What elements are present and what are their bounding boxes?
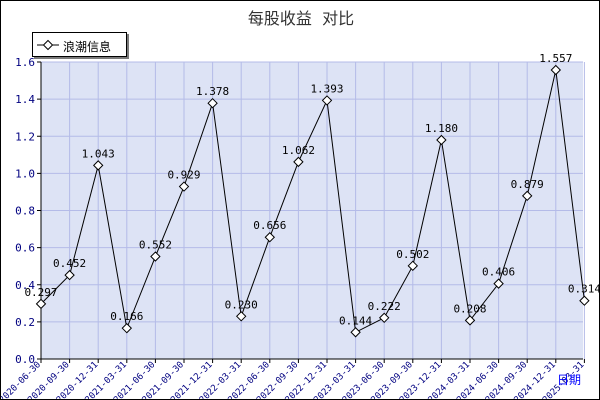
legend-marker (37, 39, 59, 51)
data-point (121, 322, 133, 334)
data-point (521, 190, 533, 202)
data-label: 0.222 (368, 300, 401, 313)
y-tick-label: 0.2 (15, 316, 35, 329)
data-label: 0.406 (482, 266, 515, 279)
data-point (436, 134, 447, 146)
y-tick-label: 0.4 (15, 279, 35, 292)
data-point (92, 160, 104, 171)
y-tick-label: 0.0 (15, 353, 35, 366)
data-label: 0.314 (568, 283, 600, 296)
data-label: 0.166 (110, 310, 143, 323)
data-label: 0.230 (225, 298, 258, 311)
legend: 浪潮信息 (32, 32, 127, 57)
data-point (64, 269, 75, 281)
data-label: 0.502 (396, 248, 429, 261)
legend-label: 浪潮信息 (63, 40, 112, 54)
data-point (550, 64, 562, 76)
data-label: 0.656 (253, 219, 286, 232)
y-tick-label: 1.6 (15, 56, 35, 69)
data-point (150, 251, 161, 262)
y-tick-label: 0.6 (15, 242, 35, 255)
data-point (293, 156, 304, 168)
data-label: 0.208 (453, 302, 486, 315)
data-label: 1.393 (310, 82, 343, 95)
data-point (207, 98, 218, 109)
data-point (264, 232, 276, 243)
data-label: 0.144 (339, 314, 372, 327)
data-point (235, 311, 247, 322)
data-point (35, 298, 47, 310)
x-axis-label: 日期 (557, 373, 581, 387)
data-point (493, 278, 504, 289)
y-tick-label: 1.4 (15, 93, 35, 106)
data-label: 1.062 (282, 144, 315, 157)
data-point (407, 260, 419, 272)
data-label: 1.180 (425, 122, 458, 135)
data-label: 1.378 (196, 85, 229, 98)
data-label: 0.929 (167, 169, 200, 182)
data-label: 0.552 (139, 239, 172, 252)
data-label: 0.452 (53, 257, 86, 270)
y-tick-label: 1.2 (15, 130, 35, 143)
data-point (178, 181, 190, 192)
data-point (579, 295, 590, 306)
chart-title: 每股收益 对比 (247, 9, 355, 28)
data-label: 1.043 (82, 147, 115, 160)
series-line (40, 69, 585, 334)
data-point (378, 312, 390, 323)
y-tick-label: 0.8 (15, 205, 35, 218)
data-point (350, 327, 361, 338)
y-tick-label: 1.0 (15, 167, 35, 180)
data-label: 1.557 (539, 52, 572, 65)
data-label: 0.879 (511, 178, 544, 191)
data-point (464, 315, 476, 326)
data-point (321, 95, 333, 106)
data-label: 0.297 (24, 286, 57, 299)
